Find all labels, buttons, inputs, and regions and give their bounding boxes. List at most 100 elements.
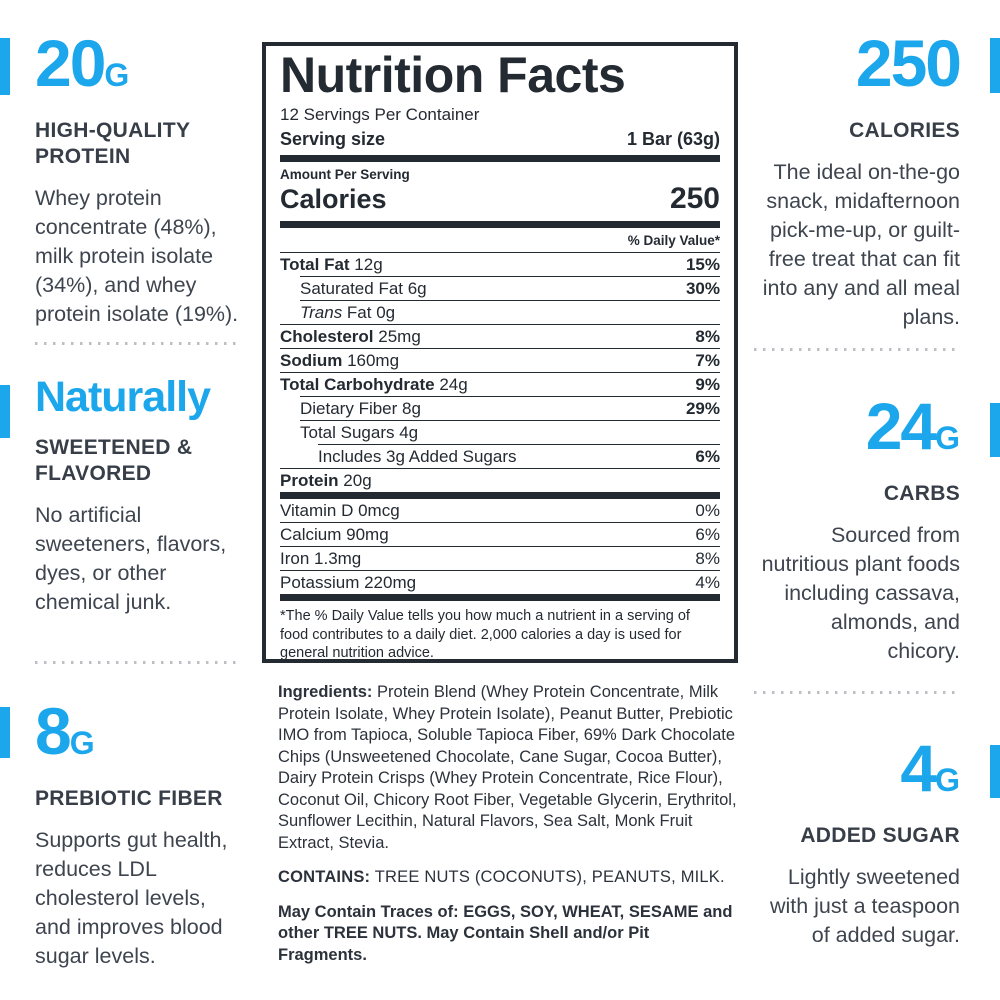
ingredients-list: Protein Blend (Whey Protein Concentrate,… bbox=[278, 683, 737, 852]
callout-title: CARBS bbox=[883, 482, 960, 505]
added-sugar-grams-value: 4G bbox=[900, 731, 960, 805]
daily-value-percent: 8% bbox=[695, 549, 720, 568]
ingredients-lead: Ingredients: bbox=[278, 683, 373, 701]
row-divider bbox=[300, 396, 720, 397]
nutrient-rows: Total Fat 12g 15% Saturated Fat 6g 30% Trans… bbox=[280, 253, 720, 601]
callout-body: Whey protein concentrate (48%), milk pro… bbox=[35, 186, 239, 326]
daily-value-percent: 7% bbox=[695, 351, 720, 370]
nutrient-row: Cholesterol 25mg 8% bbox=[280, 325, 720, 348]
callout-added-sugar: 4G ADDED SUGAR Lightly sweetened with ju… bbox=[754, 731, 960, 950]
callout-title: PREBIOTIC FIBER bbox=[35, 787, 223, 810]
nutrient-name: Saturated Fat 6g bbox=[300, 279, 427, 298]
daily-value-percent: 8% bbox=[695, 327, 720, 346]
row-divider bbox=[280, 372, 720, 373]
callout-fiber: 8G PREBIOTIC FIBER Supports gut health, … bbox=[35, 694, 241, 971]
nutrient-name: Sodium 160mg bbox=[280, 351, 400, 370]
contains-lead: CONTAINS: bbox=[278, 868, 371, 886]
nutrient-row: Includes 3g Added Sugars 6% bbox=[280, 445, 720, 468]
row-divider bbox=[280, 546, 720, 547]
calories-row: Calories 250 bbox=[280, 182, 720, 221]
grams-unit: G bbox=[104, 57, 130, 93]
row-divider bbox=[300, 276, 720, 277]
nutrient-row: Protein 20g bbox=[280, 469, 720, 492]
dotted-separator bbox=[754, 691, 960, 694]
row-divider bbox=[280, 570, 720, 571]
row-divider bbox=[280, 348, 720, 349]
traces-paragraph: May Contain Traces of: EGGS, SOY, WHEAT,… bbox=[278, 902, 733, 964]
callout-body: Sourced from nutritious plant foods incl… bbox=[761, 523, 960, 663]
callout-title: ADDED SUGAR bbox=[800, 824, 960, 847]
row-divider bbox=[300, 300, 720, 301]
accent-bar-right-1 bbox=[990, 38, 1000, 93]
thick-divider bbox=[280, 492, 720, 499]
nutrient-row: Total Carbohydrate 24g 9% bbox=[280, 373, 720, 396]
nutrient-name: Total Carbohydrate 24g bbox=[280, 375, 468, 394]
callout-body: Lightly sweetened with just a teaspoon o… bbox=[769, 865, 960, 947]
servings-per-container: 12 Servings Per Container bbox=[280, 105, 480, 124]
nutrient-name: Potassium 220mg bbox=[280, 573, 417, 592]
daily-value-percent: 6% bbox=[695, 525, 720, 544]
nutrient-row: Vitamin D 0mcg 0% bbox=[280, 499, 720, 522]
carbs-grams-value: 24G bbox=[865, 389, 960, 463]
dotted-separator bbox=[35, 661, 241, 664]
row-divider bbox=[318, 444, 720, 445]
nutrient-name: Includes 3g Added Sugars bbox=[318, 447, 517, 466]
daily-value-footnote: *The % Daily Value tells you how much a … bbox=[280, 608, 690, 661]
nutrient-name: Protein 20g bbox=[280, 471, 372, 490]
serving-size-row: Serving size 1 Bar (63g) bbox=[280, 126, 720, 155]
nutrient-row: Total Sugars 4g bbox=[280, 421, 720, 444]
nutrient-name: Iron 1.3mg bbox=[280, 549, 362, 568]
naturally-value: Naturally bbox=[35, 373, 211, 421]
nutrient-name: Vitamin D 0mcg bbox=[280, 501, 400, 520]
daily-value-percent: 0% bbox=[695, 501, 720, 520]
nutrient-row: Total Fat 12g 15% bbox=[280, 253, 720, 276]
row-divider bbox=[280, 522, 720, 523]
accent-bar-right-2 bbox=[990, 403, 1000, 457]
nutrient-row: Sodium 160mg 7% bbox=[280, 349, 720, 372]
ingredients-paragraph: Ingredients: Protein Blend (Whey Protein… bbox=[278, 682, 738, 854]
ingredients-section: Ingredients: Protein Blend (Whey Protein… bbox=[278, 682, 738, 966]
callout-title: SWEETENED & FLAVORED bbox=[35, 436, 193, 485]
dotted-separator bbox=[754, 348, 960, 351]
row-divider bbox=[280, 324, 720, 325]
daily-value-percent: 9% bbox=[695, 375, 720, 394]
callout-title: HIGH-QUALITY PROTEIN bbox=[35, 119, 190, 168]
daily-value-percent: 6% bbox=[695, 447, 720, 466]
accent-bar-left-1 bbox=[0, 38, 10, 95]
calories-value: 250 bbox=[855, 26, 962, 100]
callout-body: Supports gut health, reduces LDL cholest… bbox=[35, 828, 228, 968]
nutrient-row: Trans Fat 0g bbox=[280, 301, 720, 324]
nutrient-name: Dietary Fiber 8g bbox=[300, 399, 421, 418]
nutrient-name: Total Fat 12g bbox=[280, 255, 383, 274]
accent-bar-left-3 bbox=[0, 707, 10, 758]
protein-grams-value: 20G bbox=[35, 26, 130, 100]
callout-protein: 20G HIGH-QUALITY PROTEIN Whey protein co… bbox=[35, 26, 241, 329]
calories-amount: 250 bbox=[669, 182, 720, 215]
grams-unit: G bbox=[935, 420, 960, 456]
callout-body: No artificial sweeteners, flavors, dyes,… bbox=[35, 503, 227, 614]
nutrient-row: Saturated Fat 6g 30% bbox=[280, 277, 720, 300]
thick-divider bbox=[280, 594, 720, 601]
thick-divider bbox=[280, 155, 720, 162]
nutrition-facts-label: Nutrition Facts 12 Servings Per Containe… bbox=[262, 42, 738, 663]
daily-value-header: % Daily Value* bbox=[280, 228, 720, 253]
dotted-separator bbox=[35, 342, 241, 345]
fiber-grams-value: 8G bbox=[35, 694, 95, 768]
left-callout-column: 20G HIGH-QUALITY PROTEIN Whey protein co… bbox=[35, 0, 241, 1000]
callout-calories: 250 CALORIES The ideal on-the-go snack, … bbox=[754, 26, 962, 332]
right-callout-column: 250 CALORIES The ideal on-the-go snack, … bbox=[754, 0, 962, 1000]
nutrient-row: Dietary Fiber 8g 29% bbox=[280, 397, 720, 420]
row-divider bbox=[300, 420, 720, 421]
daily-value-percent: 15% bbox=[685, 255, 720, 274]
callout-carbs: 24G CARBS Sourced from nutritious plant … bbox=[754, 389, 960, 666]
calories-label: Calories bbox=[280, 184, 387, 214]
nutrient-row: Potassium 220mg 4% bbox=[280, 571, 720, 594]
row-divider bbox=[280, 468, 720, 469]
daily-value-percent: 29% bbox=[685, 399, 720, 418]
serving-size-label: Serving size bbox=[280, 129, 386, 149]
nutrient-name: Calcium 90mg bbox=[280, 525, 389, 544]
nutrient-name: Total Sugars 4g bbox=[300, 423, 419, 442]
grams-unit: G bbox=[69, 725, 95, 761]
thick-divider bbox=[280, 221, 720, 228]
